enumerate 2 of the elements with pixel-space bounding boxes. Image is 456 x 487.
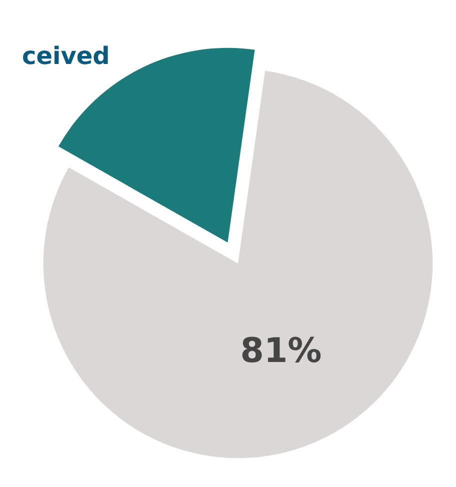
text: ceived: [22, 42, 110, 70]
data-label: 81%: [240, 330, 322, 371]
